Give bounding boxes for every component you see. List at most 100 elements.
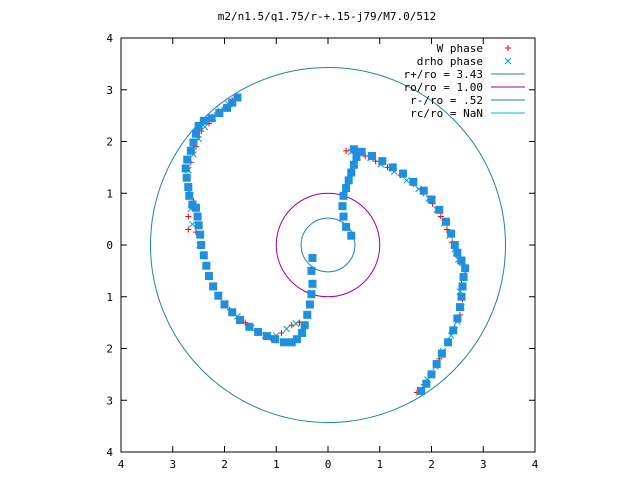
data-point: [223, 103, 232, 112]
data-point: [199, 251, 208, 260]
circle-ro-ro: [275, 192, 381, 298]
data-point: [427, 370, 436, 379]
data-point: [201, 123, 209, 131]
data-point: [409, 177, 418, 186]
data-point: [185, 191, 194, 200]
data-point: [186, 146, 195, 155]
reference-circles: [149, 66, 507, 424]
data-point: [194, 121, 203, 130]
data-point: [280, 338, 289, 347]
data-point: [181, 164, 190, 173]
x-tick-label: 0: [325, 458, 332, 471]
legend-entry: r+/ro = 3.43: [404, 68, 525, 81]
data-point: [305, 300, 314, 309]
legend-x-swatch: [504, 57, 512, 65]
data-point: [185, 213, 192, 220]
x-tick-label: 3: [480, 458, 487, 471]
y-tick-label: 3: [106, 394, 113, 407]
circle-r-ro: [149, 66, 507, 424]
data-point: [192, 129, 201, 138]
data-point: [457, 292, 466, 301]
data-point: [209, 282, 218, 291]
data-point: [189, 220, 196, 228]
data-point: [422, 379, 431, 388]
data-point: [308, 253, 317, 262]
data-point: [271, 335, 280, 344]
y-axis-ticks: 4 3 2 1 0 1 2 3 4: [106, 32, 535, 459]
series-1: [184, 100, 467, 394]
data-point: [207, 114, 216, 123]
series-2: [181, 93, 470, 395]
data-point: [204, 272, 213, 281]
data-point: [403, 176, 411, 184]
data-point: [308, 279, 317, 288]
x-axis-ticks: 4 3 2 1 0 1 2 3 4: [118, 38, 539, 471]
data-point: [300, 321, 309, 330]
data-point: [453, 248, 462, 257]
data-point: [349, 160, 358, 169]
data-point: [441, 217, 450, 226]
data-point: [196, 230, 205, 239]
data-point: [450, 241, 459, 249]
data-point: [214, 291, 223, 300]
data-point: [262, 332, 271, 341]
circle-r-ro: [300, 217, 356, 273]
data-point: [437, 349, 446, 358]
legend-label: W phase: [437, 42, 483, 55]
data-point: [437, 213, 444, 220]
data-point: [199, 116, 208, 125]
data-point: [432, 360, 441, 369]
data-point: [215, 109, 224, 118]
data-point: [185, 226, 192, 233]
y-tick-label: 0: [106, 239, 113, 252]
x-tick-label: 4: [118, 458, 125, 471]
data-point: [343, 147, 350, 154]
data-point: [347, 231, 356, 240]
data-point: [444, 338, 453, 347]
data-point: [202, 261, 211, 270]
x-tick-label: 1: [273, 458, 280, 471]
legend-plus-swatch: [505, 45, 511, 51]
data-point: [338, 202, 347, 211]
data-point: [189, 138, 198, 147]
data-point: [447, 229, 456, 238]
data-point: [192, 203, 201, 212]
data-point: [352, 153, 361, 162]
data-point: [298, 328, 307, 337]
y-tick-label: 2: [106, 343, 113, 356]
data-point: [283, 325, 290, 333]
data-point: [419, 186, 428, 195]
y-tick-label: 1: [106, 187, 113, 200]
data-point: [182, 173, 191, 182]
y-tick-label: 4: [106, 446, 113, 459]
x-tick-label: 4: [532, 458, 539, 471]
data-point: [245, 322, 254, 331]
data-point: [367, 151, 376, 160]
data-point: [435, 205, 444, 214]
data-point: [193, 212, 202, 221]
data-point: [287, 338, 296, 347]
data-point: [357, 147, 366, 156]
data-point: [307, 290, 316, 299]
data-point: [457, 256, 466, 265]
data-point: [307, 266, 316, 275]
data-point: [444, 226, 451, 233]
x-tick-label: 2: [428, 458, 435, 471]
data-point: [378, 157, 387, 166]
data-point: [233, 93, 242, 102]
data-point: [197, 241, 206, 249]
legend-label: rc/ro = NaN: [410, 107, 483, 120]
data-point: [339, 191, 348, 200]
data-point: [303, 310, 312, 319]
chart-title: m2/n1.5/q1.75/r-+.15-j79/M7.0/512: [218, 10, 437, 23]
data-point: [339, 212, 348, 221]
data-point: [292, 335, 301, 344]
series-0: [184, 97, 469, 396]
legend-entry: drho phase: [417, 55, 512, 68]
data-point: [183, 155, 192, 164]
data-point: [349, 145, 358, 154]
data-point: [194, 221, 203, 230]
data-point: [417, 386, 426, 395]
